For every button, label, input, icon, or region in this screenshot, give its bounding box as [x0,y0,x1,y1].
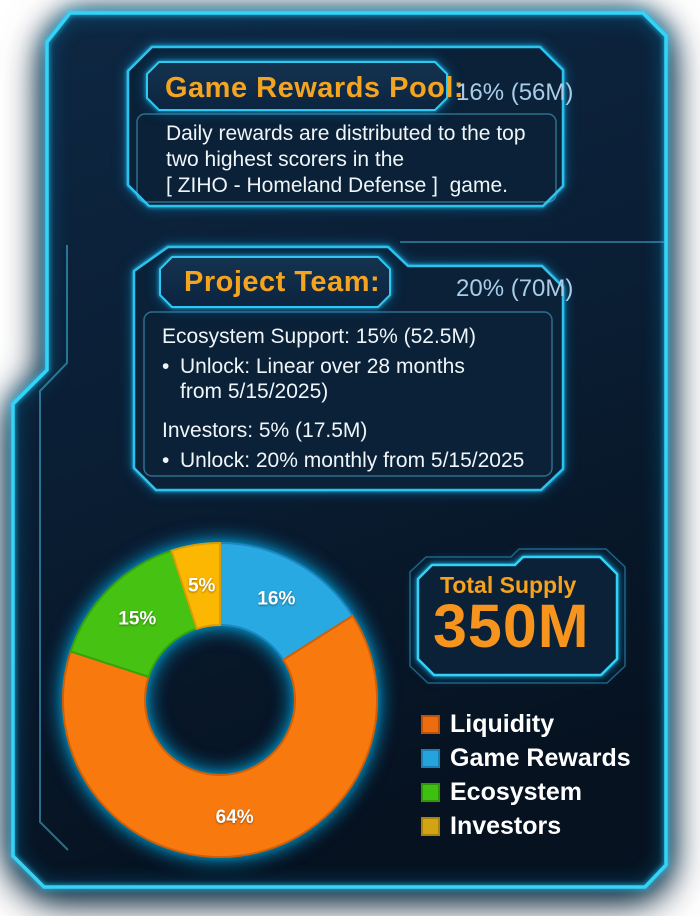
legend-label: Ecosystem [450,777,583,806]
investors-bullet: • Unlock: 20% monthly from 5/15/2025 [162,448,562,473]
outer-frame-border [11,11,668,889]
total-supply-border [416,555,619,677]
bullet-text-continuation: from 5/15/2025) [180,380,329,403]
legend-label: Liquidity [450,709,555,738]
panel-game-rewards-body-border [136,113,557,203]
panel-game-rewards-title-box [146,61,448,111]
chart-legend: Liquidity Game Rewards Ecosystem Investors [421,707,631,843]
donut-chart: 16% 64% 15% 5% [62,541,378,858]
investors-swatch [421,816,440,836]
body-line: two highest scorers in the [166,148,405,171]
bullet-text: Unlock: Linear over 28 months [180,355,465,378]
donut-label-game-rewards: 16% [257,588,295,609]
total-supply-outer-border [409,548,626,684]
panel-game-rewards-allocation: 16% (56M) [456,79,574,106]
investors-heading: Investors: 5% (17.5M) [162,419,368,442]
donut-slice-investors [170,541,221,630]
panel-project-team-title: Project Team: [184,266,381,298]
bullet-text: Unlock: 20% monthly from 5/15/2025 [180,449,525,472]
total-supply-label: Total Supply [440,572,577,598]
legend-item-game-rewards: Game Rewards [421,741,631,775]
donut-label-ecosystem: 15% [118,608,156,629]
donut-label-investors: 5% [188,575,216,596]
donut-label-liquidity: 64% [216,807,254,828]
ecosystem-support-heading: Ecosystem Support: 15% (52.5M) [162,325,476,348]
legend-item-ecosystem: Ecosystem [421,775,631,809]
legend-item-investors: Investors [421,809,631,843]
bullet-icon: • [162,355,170,378]
game-rewards-swatch [421,748,440,768]
liquidity-swatch [421,714,440,734]
total-supply-value: 350M [433,592,590,660]
panel-game-rewards-title: Game Rewards Pool: [165,72,465,104]
panel-project-team-body: Ecosystem Support: 15% (52.5M) • Unlock:… [162,324,562,473]
legend-label: Game Rewards [450,743,631,772]
legend-label: Investors [450,811,562,840]
donut-slice-ecosystem [69,549,199,679]
panel-project-team-body-border [143,311,553,477]
ecosystem-support-bullet: • Unlock: Linear over 28 months [162,354,562,379]
legend-item-liquidity: Liquidity [421,707,631,741]
body-line: Daily rewards are distributed to the top [166,122,526,145]
donut-slice-liquidity [62,614,378,858]
ecosystem-swatch [421,782,440,802]
body-line: [ ZIHO - Homeland Defense ] game. [166,174,508,197]
panel-project-team-title-box [159,256,391,308]
panel-game-rewards-body: Daily rewards are distributed to the top… [166,121,526,199]
bullet-icon: • [162,449,170,472]
panel-project-team-allocation: 20% (70M) [456,275,574,302]
donut-slice-game-rewards [219,541,354,662]
left-accent-line [39,245,69,851]
